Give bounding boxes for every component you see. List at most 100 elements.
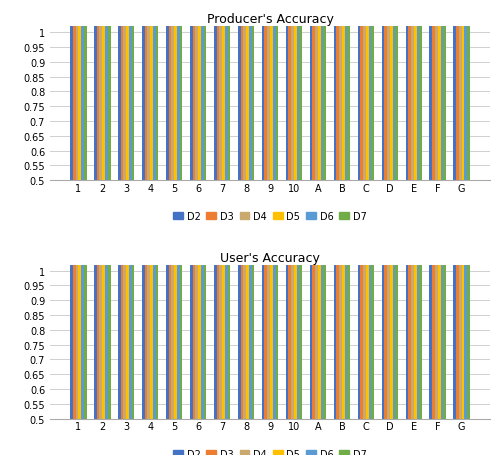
- Bar: [396, 0, 398, 181]
- Bar: [142, 0, 144, 181]
- Bar: [363, 171, 366, 419]
- Bar: [177, 0, 180, 181]
- Bar: [126, 150, 129, 419]
- Bar: [320, 0, 324, 181]
- Title: Producer's Accuracy: Producer's Accuracy: [206, 13, 334, 26]
- Bar: [360, 0, 363, 181]
- Bar: [291, 0, 294, 181]
- Bar: [294, 138, 296, 419]
- Bar: [464, 123, 467, 419]
- Bar: [440, 0, 444, 181]
- Bar: [334, 0, 336, 181]
- Bar: [411, 0, 414, 181]
- Bar: [216, 0, 220, 181]
- Bar: [150, 138, 153, 419]
- Bar: [467, 126, 470, 419]
- Bar: [411, 159, 414, 419]
- Bar: [270, 0, 273, 181]
- Bar: [148, 0, 150, 181]
- Bar: [105, 177, 108, 419]
- Bar: [228, 0, 230, 181]
- Bar: [312, 123, 315, 419]
- Bar: [420, 159, 422, 419]
- Bar: [94, 156, 96, 419]
- Bar: [438, 132, 440, 419]
- Bar: [339, 242, 342, 419]
- Bar: [435, 153, 438, 419]
- Bar: [344, 209, 348, 419]
- Bar: [70, 147, 73, 419]
- Bar: [214, 123, 216, 419]
- Bar: [288, 144, 291, 419]
- Bar: [382, 156, 384, 419]
- Bar: [96, 182, 100, 419]
- Bar: [249, 135, 252, 419]
- Bar: [246, 0, 249, 181]
- Bar: [148, 138, 150, 419]
- Bar: [129, 0, 132, 181]
- Bar: [216, 192, 220, 419]
- Bar: [342, 0, 344, 181]
- Bar: [225, 123, 228, 419]
- Bar: [156, 0, 158, 181]
- Bar: [220, 174, 222, 419]
- Bar: [334, 203, 336, 419]
- Bar: [120, 0, 124, 181]
- Bar: [300, 162, 302, 419]
- Bar: [276, 197, 278, 419]
- Bar: [456, 123, 459, 419]
- Bar: [105, 0, 108, 181]
- Bar: [172, 150, 174, 419]
- Bar: [438, 0, 440, 181]
- Bar: [244, 0, 246, 181]
- Bar: [318, 0, 320, 181]
- Bar: [300, 0, 302, 181]
- Bar: [174, 0, 177, 181]
- Bar: [240, 138, 244, 419]
- Bar: [124, 135, 126, 419]
- Bar: [430, 0, 432, 181]
- Bar: [358, 0, 360, 181]
- Bar: [262, 159, 264, 419]
- Bar: [240, 0, 244, 181]
- Bar: [70, 0, 73, 181]
- Bar: [192, 180, 196, 419]
- Bar: [310, 0, 312, 181]
- Bar: [291, 144, 294, 419]
- Bar: [408, 141, 411, 419]
- Bar: [180, 133, 182, 419]
- Bar: [126, 0, 129, 181]
- Bar: [100, 0, 102, 181]
- Bar: [204, 0, 206, 181]
- Legend: D2, D3, D4, D5, D6, D7: D2, D3, D4, D5, D6, D7: [170, 445, 370, 455]
- Bar: [396, 171, 398, 419]
- Bar: [201, 166, 203, 419]
- Bar: [204, 166, 206, 419]
- Bar: [432, 0, 435, 181]
- Bar: [360, 150, 363, 419]
- Bar: [214, 0, 216, 181]
- Bar: [459, 123, 462, 419]
- Bar: [366, 171, 368, 419]
- Bar: [168, 153, 172, 419]
- Bar: [324, 129, 326, 419]
- Bar: [444, 0, 446, 181]
- Bar: [382, 0, 384, 181]
- Bar: [324, 0, 326, 181]
- Bar: [78, 0, 81, 181]
- Bar: [192, 0, 196, 181]
- Bar: [286, 0, 288, 181]
- Bar: [440, 147, 444, 419]
- Bar: [267, 159, 270, 419]
- Bar: [420, 0, 422, 181]
- Bar: [416, 0, 420, 181]
- Bar: [414, 159, 416, 419]
- Bar: [220, 0, 222, 181]
- Bar: [384, 168, 387, 419]
- Bar: [444, 126, 446, 419]
- Bar: [366, 0, 368, 181]
- Title: User's Accuracy: User's Accuracy: [220, 251, 320, 264]
- Bar: [390, 168, 392, 419]
- Bar: [288, 0, 291, 181]
- Bar: [416, 159, 420, 419]
